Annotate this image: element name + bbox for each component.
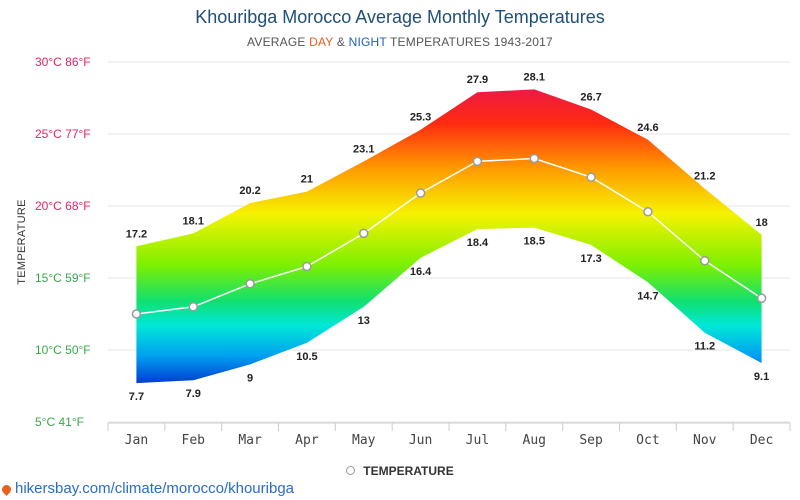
y-tick-label: 20°C 68°F [35,199,91,213]
temperature-point [529,153,539,164]
night-value-label: 7.9 [186,388,201,400]
day-value-label: 21 [301,174,313,186]
subtitle-day: DAY [309,35,334,49]
legend-marker-icon [346,466,356,476]
day-value-label: 20.2 [239,185,260,197]
temperature-point [302,261,312,272]
y-tick-label: 30°C 86°F [35,55,91,69]
location-pin-icon [0,482,13,496]
night-value-label: 18.5 [524,236,545,248]
temperature-line [136,157,763,315]
source-url: hikersbay.com/climate/morocco/khouribga [15,480,295,497]
night-value-label: 9 [247,372,253,384]
x-tick-label: May [352,433,376,448]
legend[interactable]: TEMPERATURE [0,464,800,478]
x-tick-label: Aug [523,433,546,448]
x-tick-label: Mar [238,433,262,448]
x-tick-label: Apr [295,433,319,448]
temperature-point [472,156,483,167]
temperature-point [586,172,596,182]
day-value-label: 25.3 [410,112,431,124]
night-value-label: 7.7 [129,391,144,403]
subtitle-night: NIGHT [348,35,387,49]
y-tick-label: 25°C 77°F [35,127,91,141]
day-value-label: 26.7 [580,92,601,104]
day-value-label: 23.1 [353,143,374,155]
day-value-label: 24.6 [637,122,658,134]
temperature-point [245,279,255,289]
temperature-point [756,293,767,303]
subtitle-suffix: TEMPERATURES 1943-2017 [386,35,553,49]
x-tick-label: Nov [693,433,717,448]
day-value-label: 28.1 [524,71,545,83]
x-tick-label: Sep [579,433,603,448]
day-value-label: 17.2 [126,228,147,240]
night-value-label: 10.5 [296,351,317,363]
x-tick-label: Oct [636,433,659,448]
day-value-label: 18 [755,217,767,229]
x-tick-label: Jun [409,433,432,448]
night-value-label: 18.4 [467,237,489,249]
night-value-label: 9.1 [754,371,769,383]
x-tick-label: Jul [466,433,489,448]
day-night-band [136,89,762,384]
source-link[interactable]: hikersbay.com/climate/morocco/khouribga [0,480,295,497]
y-tick-label: 15°C 59°F [35,271,91,285]
chart-title: Khouribga Morocco Average Monthly Temper… [195,7,605,27]
subtitle-amp: & [333,35,349,49]
day-value-label: 27.9 [467,74,488,86]
temperature-point [131,309,142,319]
temperature-point [359,228,369,239]
day-value-label: 21.2 [694,171,715,183]
night-value-label: 17.3 [580,253,601,265]
x-tick-label: Jan [125,433,148,448]
temperature-point [643,207,653,217]
day-value-label: 18.1 [183,215,204,227]
night-value-label: 11.2 [694,341,715,353]
y-tick-label: 10°C 50°F [35,343,91,357]
night-value-label: 13 [358,315,370,327]
temperature-point [188,302,198,312]
subtitle-prefix: AVERAGE [247,35,310,49]
y-tick-label: 5°C 41°F [35,415,84,429]
night-value-label: 16.4 [410,266,432,278]
x-tick-label: Dec [750,433,773,448]
legend-label: TEMPERATURE [363,464,454,478]
x-tick-label: Feb [182,433,206,448]
night-value-label: 14.7 [637,290,658,302]
chart-subtitle: AVERAGE DAY & NIGHT TEMPERATURES 1943-20… [0,35,800,49]
temperature-point [415,188,426,198]
temperature-point [700,255,710,266]
